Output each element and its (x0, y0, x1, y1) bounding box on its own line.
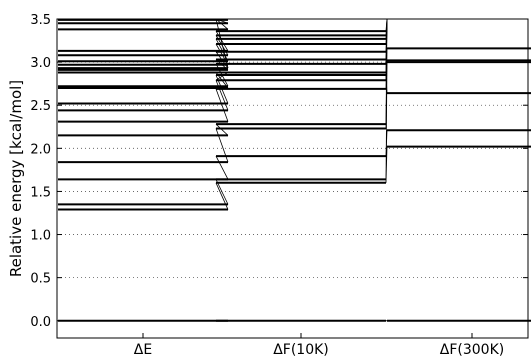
y-tick-label: 1.0 (30, 229, 51, 244)
x-category-label: ΔF(300K) (440, 342, 504, 357)
y-tick-label: 3.0 (30, 56, 51, 71)
y-axis-title: Relative energy [kcal/mol] (7, 80, 25, 277)
connector-line (385, 130, 388, 157)
y-tick-label: 3.5 (30, 13, 51, 28)
x-category-label: ΔF(10K) (273, 342, 329, 357)
connector-line (215, 80, 229, 111)
y-tick-label: 0.0 (30, 315, 51, 330)
connector-line (215, 182, 229, 210)
connector-line (215, 155, 229, 180)
x-category-label: ΔE (134, 342, 152, 357)
connector-line (215, 30, 229, 52)
energy-levels (58, 18, 531, 322)
y-axis-ticks: 0.0 0.5 1.0 1.5 2.0 2.5 3.0 3.5 (30, 13, 528, 330)
y-tick-label: 0.5 (30, 272, 51, 287)
x-axis-labels: ΔE ΔF(10K) ΔF(300K) (134, 333, 504, 357)
connector-line (215, 72, 229, 81)
y-tick-label: 1.5 (30, 185, 51, 200)
connector-line (215, 88, 229, 122)
connector-line (385, 75, 388, 94)
connector-line (215, 123, 229, 136)
y-tick-label: 2.0 (30, 142, 51, 157)
y-tick-label: 2.5 (30, 99, 51, 114)
plot-frame (56, 18, 529, 339)
connector-line (385, 19, 388, 32)
